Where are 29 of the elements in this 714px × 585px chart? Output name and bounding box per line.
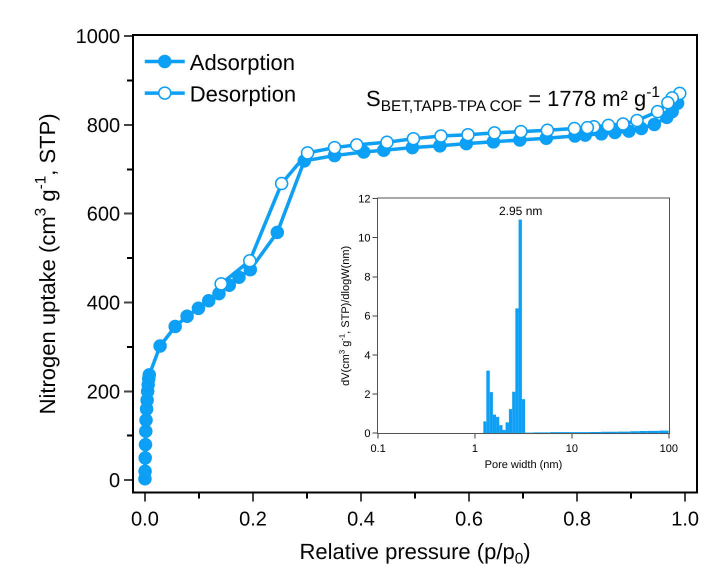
y-tick-label: 2 xyxy=(364,388,371,401)
x-axis-title: Pore width (nm) xyxy=(484,458,562,471)
x-tick-label: 1.0 xyxy=(671,508,700,531)
y-tick-label: 800 xyxy=(86,114,120,137)
y-tick-label: 0 xyxy=(109,470,120,492)
y-tick-label: 400 xyxy=(86,292,120,315)
y-tick-label: 600 xyxy=(86,204,120,226)
x-tick-label: 100 xyxy=(660,442,678,455)
x-tick-label: 0.2 xyxy=(239,508,267,531)
y-tick-label: 10 xyxy=(358,232,371,245)
y-tick-label: 6 xyxy=(364,310,371,323)
y-tick-label: 0 xyxy=(364,428,371,440)
x-tick-label: 10 xyxy=(566,442,578,455)
legend-label: Desorption xyxy=(190,82,296,107)
x-tick-label: 1 xyxy=(472,442,478,455)
y-tick-label: 1000 xyxy=(76,26,120,48)
x-axis-title: Relative pressure (p/p$_{0}$) xyxy=(299,539,531,568)
annotation: S$_{BET,TAPB-TPA COF}$ = 1778 m² g$^{-1}$ xyxy=(366,84,660,115)
x-tick-label: 0.4 xyxy=(347,508,375,531)
legend-label: Adsorption xyxy=(190,50,295,76)
y-tick-label: 12 xyxy=(358,193,371,206)
y-tick-label: 8 xyxy=(364,272,371,284)
y-tick-label: 200 xyxy=(86,381,120,404)
annotation: 2.95 nm xyxy=(499,204,542,218)
x-tick-label: 0.1 xyxy=(370,442,386,455)
x-tick-label: 0.0 xyxy=(131,508,159,531)
x-tick-label: 0.8 xyxy=(563,508,592,531)
x-tick-label: 0.6 xyxy=(455,508,483,531)
y-tick-label: 4 xyxy=(364,350,371,362)
